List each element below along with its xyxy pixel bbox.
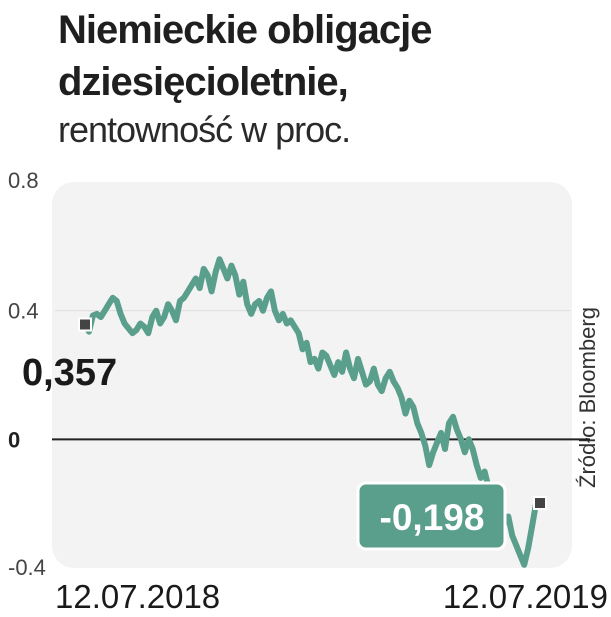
start-point-marker [78, 317, 92, 332]
yield-series-line [82, 256, 543, 568]
y-tick-label: 0 [8, 427, 20, 452]
end-value-box [356, 481, 507, 551]
y-tick-label: -0.4 [8, 555, 46, 580]
x-start-date-label: 12.07.2018 [55, 578, 220, 615]
chart-title-line1: Niemieckie obligacje [58, 8, 433, 52]
end-point-marker [533, 496, 547, 511]
plot-panel [52, 182, 572, 568]
chart-title-line2: dziesięcioletnie, [58, 60, 349, 104]
y-tick-label: 0.4 [8, 299, 39, 324]
start-value-label: 0,357 [22, 352, 117, 394]
chart-title: Niemieckie obligacje dziesięcioletnie, [58, 4, 433, 108]
y-tick-label: 0.8 [8, 168, 39, 193]
end-value-label: -0,198 [380, 497, 485, 538]
chart-subtitle: rentowność w proc. [58, 109, 351, 150]
x-end-date-label: 12.07.2019 [443, 578, 608, 615]
